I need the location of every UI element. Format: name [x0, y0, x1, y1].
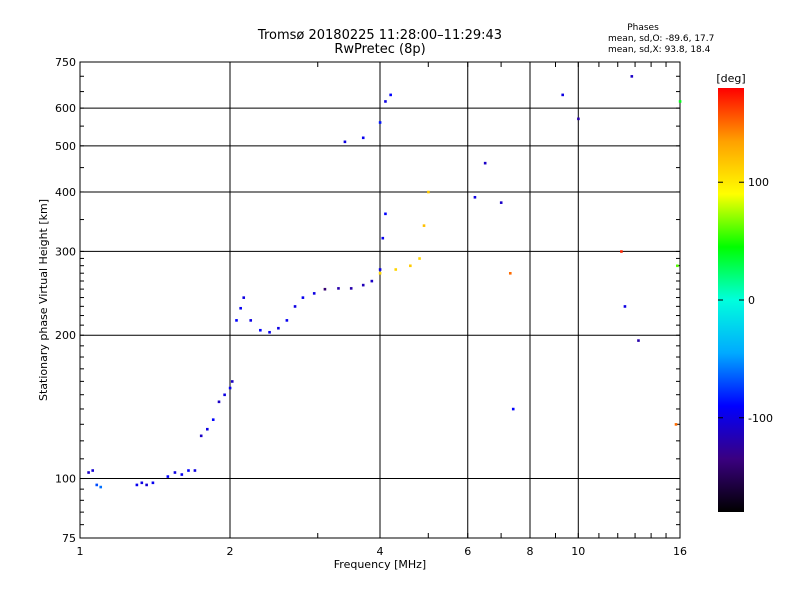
- data-point: [199, 434, 203, 438]
- y-tick-labels: 75 100 200 300 400 500 600 750: [55, 56, 76, 545]
- data-point: [323, 287, 327, 291]
- data-point: [637, 339, 640, 342]
- data-point: [623, 305, 627, 308]
- data-point: [349, 287, 353, 290]
- phase-notes-x: mean, sd,X: 93.8, 18.4: [608, 45, 711, 55]
- data-point: [187, 469, 190, 472]
- y-tick-label: 200: [55, 329, 76, 342]
- data-point: [674, 423, 678, 426]
- data-point: [384, 212, 387, 216]
- data-point: [378, 268, 382, 271]
- data-point: [95, 483, 99, 487]
- data-point: [418, 257, 421, 260]
- data-point: [87, 471, 90, 474]
- data-point: [483, 161, 487, 165]
- x-tick-labels: 1 2 4 6 8 10 16: [77, 545, 688, 558]
- data-point: [409, 264, 412, 268]
- data-point: [378, 121, 382, 124]
- data-point: [145, 483, 148, 487]
- data-point: [378, 272, 382, 275]
- x-axis-label: Frequency [MHz]: [334, 558, 426, 571]
- data-point: [370, 279, 374, 283]
- data-point: [193, 469, 197, 472]
- data-point: [285, 319, 289, 322]
- x-tick-label: 4: [377, 545, 384, 558]
- data-point: [166, 475, 170, 478]
- y-tick-label: 400: [55, 186, 76, 199]
- x-tick-label: 6: [464, 545, 471, 558]
- data-point: [337, 287, 340, 290]
- y-tick-label: 500: [55, 140, 76, 153]
- data-point: [620, 250, 623, 253]
- data-point: [91, 469, 95, 472]
- phase-notes-o: mean, sd,O: -89.6, 17.7: [608, 34, 714, 44]
- chart-subtitle: RwPretec (8p): [334, 42, 425, 57]
- data-point: [343, 140, 347, 144]
- data-point: [268, 330, 271, 334]
- data-point: [301, 296, 305, 299]
- phase-notes-heading: Phases: [627, 23, 659, 33]
- data-point: [676, 264, 679, 268]
- data-point: [630, 75, 634, 78]
- data-point: [230, 380, 234, 383]
- x-tick-label: 16: [673, 545, 687, 558]
- data-point: [235, 319, 238, 322]
- data-point: [228, 386, 232, 390]
- data-point: [384, 100, 387, 103]
- data-point: [499, 201, 503, 204]
- y-tick-label: 75: [62, 532, 76, 545]
- data-point: [293, 305, 297, 308]
- data-point: [422, 224, 426, 227]
- data-point: [242, 296, 246, 299]
- data-point: [249, 319, 253, 322]
- axis-ticks: [79, 62, 681, 538]
- colorbar-ticks: 100 0 -100: [718, 176, 773, 425]
- grid-lines: [80, 62, 680, 538]
- colorbar-tick-label: -100: [748, 412, 773, 425]
- data-point: [140, 481, 144, 485]
- data-point: [217, 400, 221, 404]
- data-point: [205, 427, 209, 431]
- y-tick-label: 100: [55, 473, 76, 486]
- data-point: [427, 190, 430, 194]
- data-point: [381, 236, 385, 240]
- data-point: [277, 326, 280, 330]
- y-tick-label: 600: [55, 102, 76, 115]
- data-point: [99, 485, 103, 489]
- data-point: [239, 306, 242, 310]
- x-tick-label: 8: [527, 545, 534, 558]
- data-point: [151, 481, 155, 485]
- data-point: [211, 418, 215, 421]
- data-point: [361, 136, 365, 140]
- colorbar-tick-label: 0: [748, 294, 755, 307]
- data-points: [87, 75, 682, 489]
- data-point: [678, 100, 682, 103]
- data-point: [577, 117, 580, 121]
- colorbar-tick-label: 100: [748, 176, 769, 189]
- y-tick-label: 750: [55, 56, 76, 69]
- data-point: [473, 195, 477, 199]
- data-point: [312, 292, 316, 295]
- x-tick-label: 10: [571, 545, 585, 558]
- data-point: [361, 283, 365, 287]
- chart-title: Tromsø 20180225 11:28:00–11:29:43: [257, 28, 502, 43]
- data-point: [135, 483, 139, 487]
- data-point: [223, 393, 226, 397]
- data-point: [173, 471, 177, 474]
- data-point: [508, 272, 512, 275]
- data-point: [180, 473, 184, 476]
- x-tick-label: 2: [227, 545, 234, 558]
- data-point: [259, 328, 262, 332]
- y-tick-label: 300: [55, 245, 76, 258]
- y-axis-label: Stationary phase Virtual Height [km]: [37, 199, 50, 401]
- x-tick-label: 1: [77, 545, 84, 558]
- data-point: [561, 93, 564, 97]
- data-point: [389, 93, 392, 97]
- data-point: [511, 407, 515, 411]
- colorbar-label: [deg]: [716, 72, 745, 85]
- data-point: [394, 268, 398, 271]
